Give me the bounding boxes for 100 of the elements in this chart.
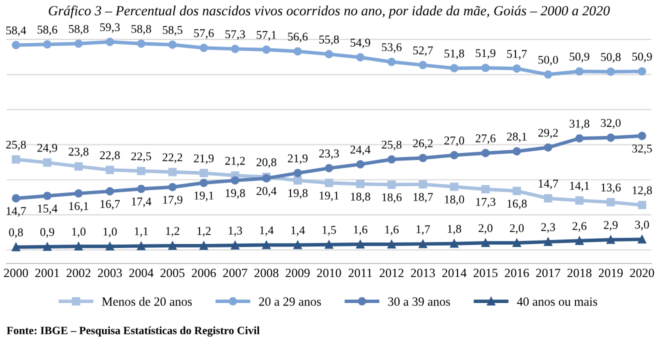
point — [294, 47, 302, 56]
point — [324, 50, 334, 58]
x-tick-label: 2009 — [286, 268, 310, 278]
point — [12, 155, 20, 164]
point — [544, 194, 552, 203]
x-tick-label: 2010 — [317, 268, 342, 278]
point — [12, 242, 20, 252]
data-label: 23,3 — [319, 150, 339, 160]
point — [418, 240, 428, 248]
point — [387, 180, 396, 189]
point — [638, 235, 646, 244]
x-tick-label: 2013 — [410, 268, 435, 278]
data-label: 18,8 — [351, 192, 370, 202]
data-label: 0,8 — [9, 228, 23, 238]
point — [106, 242, 114, 251]
point — [544, 143, 552, 152]
data-label: 1,5 — [322, 226, 336, 236]
point — [356, 53, 364, 62]
point — [324, 178, 334, 188]
point — [12, 194, 20, 203]
data-label: 14,7 — [6, 207, 26, 217]
data-label: 1,0 — [72, 228, 86, 238]
point — [450, 182, 458, 191]
data-label: 2,9 — [604, 221, 618, 231]
point — [638, 132, 646, 140]
data-label: 13,6 — [601, 184, 621, 194]
data-label: 27,0 — [444, 136, 464, 146]
data-label: 31,8 — [570, 120, 590, 130]
legend-label: 30 a 39 anos — [388, 297, 450, 306]
data-label: 53,6 — [382, 43, 402, 53]
x-tick-label: 2001 — [35, 268, 60, 278]
point — [606, 68, 615, 76]
point — [481, 238, 490, 248]
data-label: 3,0 — [635, 220, 649, 230]
point — [418, 154, 428, 162]
data-label: 17,4 — [132, 198, 152, 208]
data-label: 14,7 — [538, 180, 558, 190]
data-label: 58,4 — [6, 26, 26, 36]
data-label: 56,6 — [288, 32, 308, 42]
data-label: 20,4 — [256, 187, 277, 197]
point — [450, 64, 458, 72]
point — [168, 40, 177, 49]
data-label: 55,8 — [319, 35, 339, 46]
point — [74, 162, 83, 171]
x-tick-label: 2002 — [66, 268, 90, 278]
point — [43, 242, 52, 251]
point — [137, 166, 146, 176]
x-tick-label: 2014 — [442, 268, 467, 278]
data-label: 1,7 — [416, 225, 430, 235]
data-label: 58,8 — [68, 24, 88, 35]
data-label: 1,6 — [354, 226, 368, 236]
data-label: 25,8 — [6, 140, 26, 150]
point — [512, 186, 521, 196]
data-label: 29,2 — [538, 128, 558, 138]
data-label: 14,1 — [570, 182, 590, 192]
point — [450, 151, 458, 160]
point — [168, 182, 177, 192]
x-tick-label: 2005 — [160, 268, 184, 278]
data-label: 12,8 — [632, 186, 652, 196]
data-label: 16,7 — [100, 200, 120, 210]
data-label: 16,1 — [69, 202, 88, 212]
point — [481, 148, 490, 158]
data-label: 19,1 — [194, 192, 214, 202]
data-label: 0,9 — [40, 228, 54, 238]
x-tick-label: 2007 — [223, 268, 248, 278]
data-label: 32,0 — [600, 118, 621, 129]
point — [137, 242, 146, 250]
point — [74, 40, 83, 48]
data-label: 1,4 — [291, 226, 305, 236]
point — [606, 133, 615, 142]
point — [575, 196, 584, 205]
x-tick-label: 2011 — [348, 268, 372, 278]
data-label: 32,5 — [632, 144, 652, 154]
point — [481, 64, 490, 72]
data-label: 50,9 — [632, 52, 652, 62]
point — [230, 44, 240, 54]
data-label: 2,3 — [541, 223, 556, 233]
point — [262, 240, 271, 250]
x-tick-label: 2012 — [380, 268, 404, 278]
point — [106, 166, 114, 174]
x-tick-label: 2020 — [630, 268, 654, 278]
point — [324, 240, 334, 249]
data-label: 21,9 — [288, 154, 308, 164]
data-label: 17,3 — [476, 198, 496, 208]
point — [324, 164, 334, 172]
data-label: 19,1 — [320, 192, 339, 202]
data-label: 25,8 — [382, 140, 402, 150]
point — [294, 240, 302, 250]
point — [512, 238, 521, 248]
point — [43, 192, 52, 200]
x-tick-label: 2015 — [474, 268, 498, 278]
point — [544, 238, 552, 246]
data-label: 19,8 — [226, 189, 245, 199]
data-label: 52,7 — [413, 46, 433, 56]
point — [387, 240, 396, 248]
data-label: 54,9 — [350, 38, 370, 48]
data-label: 51,9 — [476, 49, 496, 59]
x-tick-label: 2016 — [504, 268, 529, 278]
data-label: 51,7 — [507, 50, 527, 60]
data-label: 57,3 — [225, 30, 245, 40]
